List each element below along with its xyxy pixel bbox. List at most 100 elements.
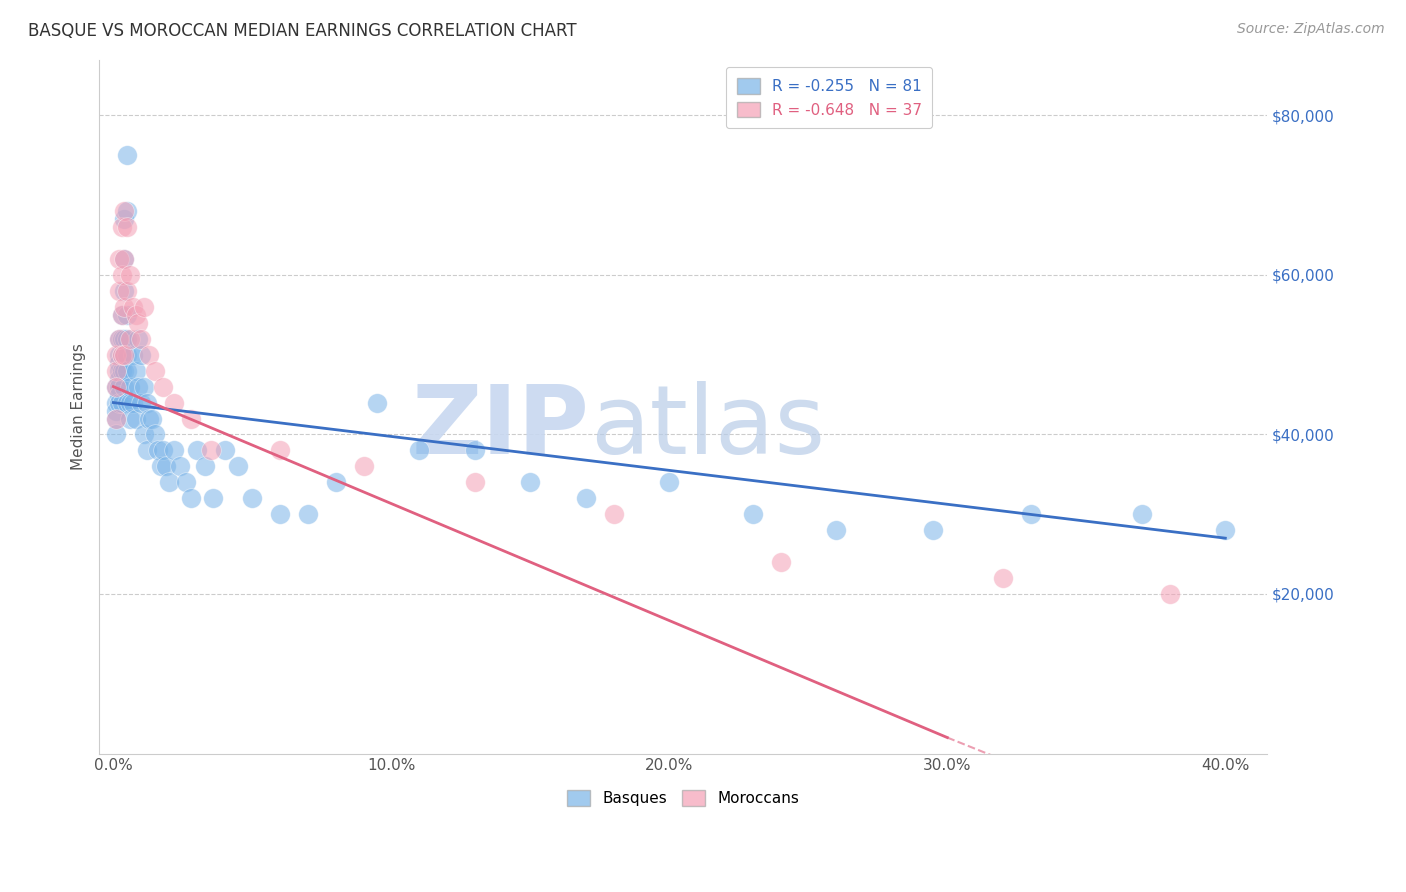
Point — [141, 411, 163, 425]
Point — [194, 459, 217, 474]
Point — [658, 475, 681, 490]
Point — [269, 443, 291, 458]
Point — [353, 459, 375, 474]
Point — [111, 308, 134, 322]
Point — [108, 284, 131, 298]
Point — [152, 379, 174, 393]
Point — [124, 364, 146, 378]
Point — [114, 212, 136, 227]
Point — [169, 459, 191, 474]
Point — [115, 204, 138, 219]
Point — [114, 332, 136, 346]
Point — [200, 443, 222, 458]
Point — [991, 571, 1014, 585]
Point — [155, 459, 177, 474]
Point — [127, 316, 149, 330]
Point — [464, 475, 486, 490]
Point — [105, 411, 128, 425]
Point — [111, 356, 134, 370]
Point — [115, 395, 138, 409]
Point — [115, 220, 138, 235]
Point — [366, 395, 388, 409]
Point — [114, 204, 136, 219]
Point — [121, 348, 143, 362]
Point — [741, 507, 763, 521]
Point — [108, 371, 131, 385]
Point — [114, 348, 136, 362]
Point — [129, 395, 152, 409]
Point — [769, 555, 792, 569]
Text: Source: ZipAtlas.com: Source: ZipAtlas.com — [1237, 22, 1385, 37]
Point — [114, 252, 136, 266]
Point — [108, 387, 131, 401]
Legend: Basques, Moroccans: Basques, Moroccans — [558, 781, 808, 815]
Point — [1159, 587, 1181, 601]
Point — [108, 348, 131, 362]
Point — [163, 395, 186, 409]
Point — [922, 523, 945, 537]
Point — [143, 364, 166, 378]
Point — [114, 252, 136, 266]
Point — [115, 348, 138, 362]
Point — [297, 507, 319, 521]
Point — [575, 491, 598, 506]
Point — [111, 348, 134, 362]
Point — [111, 395, 134, 409]
Point — [408, 443, 430, 458]
Point — [1213, 523, 1236, 537]
Point — [132, 427, 155, 442]
Point — [115, 308, 138, 322]
Point — [121, 395, 143, 409]
Point — [825, 523, 848, 537]
Point — [127, 332, 149, 346]
Point — [105, 427, 128, 442]
Point — [129, 348, 152, 362]
Point — [180, 491, 202, 506]
Point — [228, 459, 250, 474]
Point — [114, 379, 136, 393]
Point — [111, 220, 134, 235]
Point — [121, 300, 143, 314]
Point — [138, 411, 160, 425]
Point — [108, 356, 131, 370]
Text: ZIP: ZIP — [412, 381, 591, 474]
Point — [180, 411, 202, 425]
Point — [114, 364, 136, 378]
Point — [149, 459, 172, 474]
Point — [111, 348, 134, 362]
Text: atlas: atlas — [591, 381, 825, 474]
Point — [138, 348, 160, 362]
Point — [124, 411, 146, 425]
Point — [157, 475, 180, 490]
Point — [118, 379, 141, 393]
Point — [111, 268, 134, 282]
Point — [105, 411, 128, 425]
Point — [114, 284, 136, 298]
Point — [124, 308, 146, 322]
Point — [1130, 507, 1153, 521]
Point — [127, 379, 149, 393]
Point — [105, 403, 128, 417]
Point — [115, 284, 138, 298]
Point — [186, 443, 208, 458]
Point — [105, 379, 128, 393]
Point — [118, 268, 141, 282]
Point — [115, 148, 138, 162]
Point — [108, 332, 131, 346]
Point — [118, 411, 141, 425]
Text: BASQUE VS MOROCCAN MEDIAN EARNINGS CORRELATION CHART: BASQUE VS MOROCCAN MEDIAN EARNINGS CORRE… — [28, 22, 576, 40]
Point — [174, 475, 197, 490]
Point — [108, 379, 131, 393]
Point — [163, 443, 186, 458]
Point — [464, 443, 486, 458]
Point — [214, 443, 236, 458]
Point — [135, 395, 157, 409]
Point — [603, 507, 626, 521]
Point — [135, 443, 157, 458]
Point — [152, 443, 174, 458]
Point — [1019, 507, 1042, 521]
Point — [325, 475, 347, 490]
Point — [269, 507, 291, 521]
Point — [105, 364, 128, 378]
Point — [105, 395, 128, 409]
